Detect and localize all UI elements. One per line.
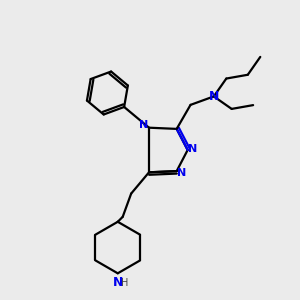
Text: N: N [208, 90, 219, 103]
Text: N: N [188, 144, 197, 154]
Text: N: N [140, 120, 149, 130]
Text: N: N [112, 276, 123, 289]
Text: N: N [177, 168, 186, 178]
Text: H: H [121, 278, 128, 288]
